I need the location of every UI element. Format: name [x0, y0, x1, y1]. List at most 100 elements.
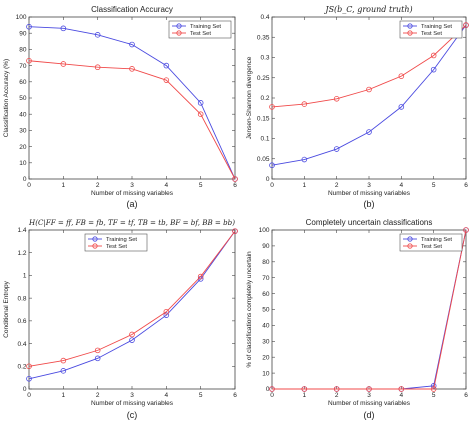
data-point-training — [60, 25, 67, 32]
data-point-test — [60, 357, 67, 364]
x-tick-label: 5 — [432, 182, 436, 189]
legend-entry: Test Set — [190, 31, 211, 37]
x-tick-label: 1 — [62, 392, 66, 399]
data-point-test — [269, 104, 275, 110]
series-line-test — [28, 60, 236, 180]
legend-swatch-marker — [407, 23, 413, 29]
data-point-test — [430, 52, 437, 59]
data-point-test — [430, 386, 437, 392]
data-point-test — [463, 227, 469, 233]
y-tick-label: 100 — [259, 227, 270, 234]
y-tick-label: 80 — [19, 47, 27, 54]
x-tick-label: 3 — [130, 182, 134, 189]
legend-swatch-marker — [92, 243, 98, 249]
data-point-test — [333, 96, 340, 102]
legend-box — [399, 20, 463, 39]
legend-box — [168, 20, 232, 39]
x-tick-label: 3 — [130, 392, 134, 399]
y-tick-label: 40 — [262, 323, 270, 330]
y-axis-label: Conditional Entropy — [3, 280, 10, 337]
data-point-training — [26, 23, 32, 30]
data-point-test — [129, 66, 135, 72]
data-point-test — [197, 273, 204, 280]
y-tick-label: 50 — [262, 307, 270, 314]
y-tick-label: 70 — [19, 63, 27, 70]
x-tick-label: 1 — [62, 182, 66, 189]
legend-entry: Test Set — [421, 244, 442, 250]
legend-swatch-marker — [407, 236, 413, 242]
y-tick-label: 60 — [19, 79, 27, 86]
chart-panel-2: 0 1 2 3 4 5 6 0 0.2 0.4 0.6 0.8 1 1.2 1.4 Number of mis… — [3, 219, 238, 420]
data-point-training — [163, 62, 170, 69]
legend-swatch-marker — [92, 236, 98, 242]
data-point-training — [129, 337, 135, 343]
y-tick-label: 0.6 — [17, 318, 26, 325]
series-line-training — [271, 24, 467, 166]
y-axis-label: Jensen-Shannon divergence — [246, 56, 253, 139]
y-tick-label: 10 — [19, 160, 27, 167]
x-tick-label: 5 — [199, 392, 203, 399]
data-point-test — [26, 57, 32, 64]
y-tick-label: 0 — [266, 386, 270, 393]
x-tick-label: 0 — [27, 182, 31, 189]
legend-box — [84, 233, 148, 252]
x-axis-label: Number of missing variables — [328, 400, 411, 407]
y-axis-label: Classification Accuracy (%) — [3, 59, 10, 137]
y-tick-label: 0.35 — [257, 34, 270, 41]
x-tick-label: 2 — [96, 392, 100, 399]
x-tick-label: 4 — [165, 392, 169, 399]
data-point-test — [94, 64, 101, 71]
legend-swatch-marker — [407, 243, 413, 249]
x-tick-label: 1 — [303, 182, 307, 189]
x-tick-label: 6 — [233, 392, 237, 399]
data-point-test — [197, 111, 204, 117]
x-tick-label: 6 — [464, 182, 468, 189]
y-tick-label: 20 — [19, 144, 27, 151]
data-point-test — [301, 101, 308, 107]
data-point-training — [197, 100, 204, 106]
plot-area — [271, 229, 467, 390]
data-point-training — [60, 368, 67, 374]
data-point-training — [94, 355, 101, 362]
data-point-test — [163, 308, 170, 315]
x-axis-label: Number of missing variables — [328, 190, 411, 197]
panel-caption: (b) — [364, 199, 375, 209]
data-point-training — [333, 146, 340, 152]
x-tick-label: 5 — [199, 182, 203, 189]
x-axis-label: Number of missing variables — [91, 190, 174, 197]
series-line-test — [28, 230, 236, 367]
data-point-test — [301, 386, 308, 392]
data-point-training — [163, 312, 170, 318]
x-axis-label: Number of missing variables — [91, 400, 174, 407]
data-point-training — [129, 41, 135, 48]
data-point-test — [366, 386, 372, 392]
panel-caption: (d) — [364, 410, 375, 420]
legend-swatch-marker — [176, 23, 182, 29]
data-point-test — [232, 228, 238, 234]
y-tick-label: 70 — [262, 275, 270, 282]
y-axis-label: % of classifications completely uncertai… — [246, 251, 253, 368]
y-tick-label: 10 — [262, 370, 270, 377]
x-tick-label: 3 — [367, 392, 371, 399]
x-tick-label: 4 — [400, 182, 404, 189]
y-tick-label: 0.2 — [260, 95, 269, 102]
data-point-training — [26, 375, 32, 382]
chart-panel-1: 0 1 2 3 4 5 6 0 0.05 0.1 0.15 0.2 0.25 0.3 0.35 0.4 Numb… — [246, 5, 469, 209]
data-point-training — [301, 156, 308, 163]
legend-entry: Training Set — [421, 237, 452, 243]
y-tick-label: 1 — [23, 273, 27, 280]
y-tick-label: 0.25 — [257, 75, 270, 82]
data-point-training — [430, 66, 437, 73]
legend-box — [399, 233, 463, 252]
y-tick-label: 90 — [19, 30, 27, 37]
series-line-test — [271, 24, 467, 108]
y-tick-label: 0.15 — [257, 115, 270, 122]
data-point-test — [94, 347, 101, 354]
y-tick-label: 60 — [262, 291, 270, 298]
series-line-training — [28, 26, 236, 180]
y-tick-label: 90 — [262, 243, 270, 250]
